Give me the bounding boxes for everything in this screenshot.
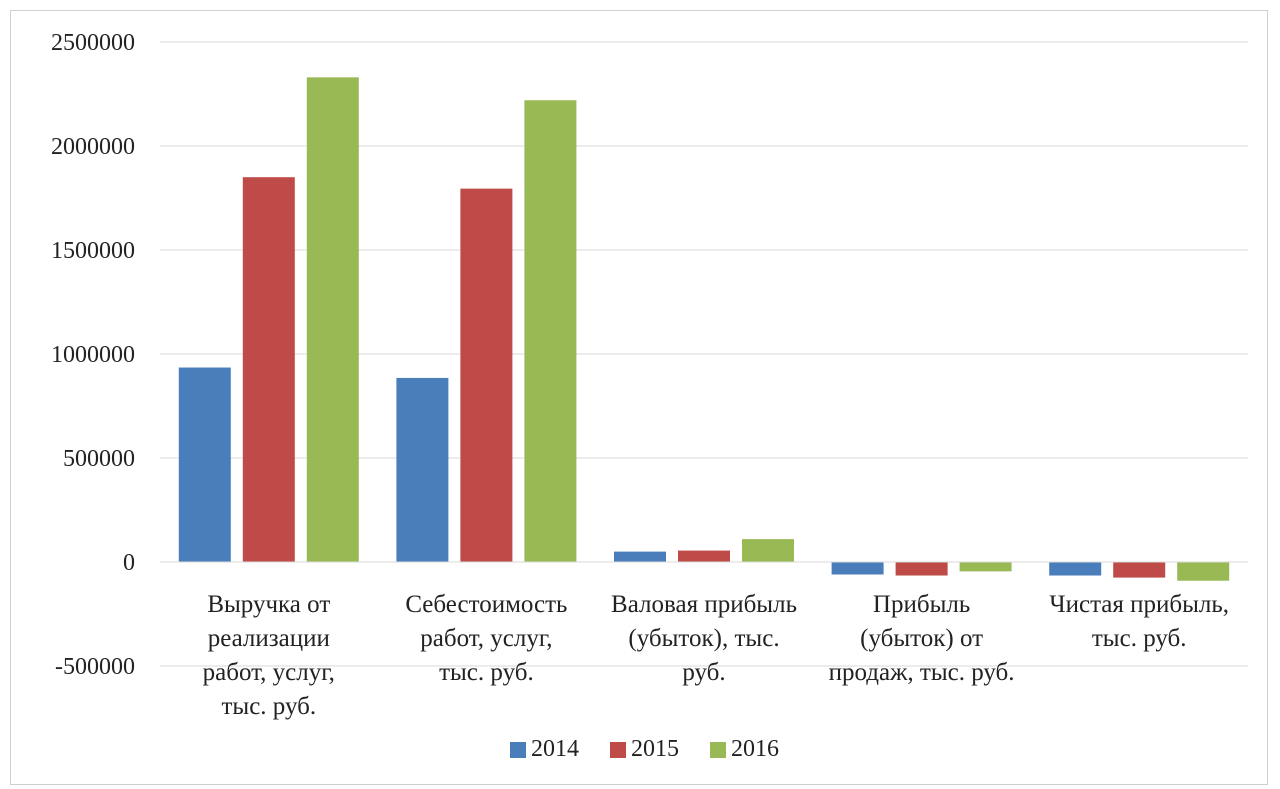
category-label-line: Прибыль <box>873 591 970 618</box>
category-label: Выручка от реализации работ, услуг, тыс. ру… <box>203 591 335 720</box>
category-label: Себестоимость работ, услуг, тыс. руб. <box>405 591 567 686</box>
category-label: Прибыль (убыток) от продаж, тыс. руб. <box>829 591 1015 686</box>
bar-2015-2 <box>678 550 730 562</box>
category-label-line: продаж, тыс. руб. <box>829 659 1015 686</box>
bar-2016-2 <box>742 539 794 562</box>
y-tick-label: 500000 <box>63 446 135 472</box>
bars <box>178 77 1230 581</box>
category-label-line: Себестоимость <box>405 591 567 618</box>
legend-label-2015: 2015 <box>631 736 679 762</box>
legend-label-2016: 2016 <box>731 736 779 762</box>
category-label-line: (убыток), тыс. <box>628 625 779 652</box>
bar-2014-4 <box>1049 562 1102 576</box>
x-axis-category-labels: Выручка от реализации работ, услуг, тыс. ру… <box>203 591 1229 720</box>
y-axis-tick-labels: -500000 0 500000 1000000 1500000 2000000 25000… <box>51 30 135 680</box>
category-label-line: реализации <box>208 625 330 652</box>
y-tick-label: 2500000 <box>51 30 135 56</box>
category-label: Чистая прибыль, тыс. руб. <box>1049 591 1229 652</box>
bar-2016-3 <box>959 562 1012 572</box>
category-label-line: тыс. руб. <box>439 659 534 686</box>
legend: 2014 2015 2016 <box>510 736 779 762</box>
category-label-line: Чистая прибыль, <box>1049 591 1229 618</box>
category-label-line: руб. <box>682 659 725 686</box>
category-label-line: Валовая прибыль <box>611 591 797 618</box>
bar-2016-4 <box>1177 562 1230 581</box>
bar-2014-1 <box>396 377 449 562</box>
bar-2015-0 <box>242 177 295 562</box>
category-label: Валовая прибыль (убыток), тыс. руб. <box>611 591 797 686</box>
legend-label-2014: 2014 <box>531 736 579 762</box>
bar-2014-3 <box>831 562 884 575</box>
y-tick-label: 1000000 <box>51 342 135 368</box>
legend-swatch-2014 <box>510 742 526 758</box>
bar-2014-0 <box>178 367 231 562</box>
legend-swatch-2015 <box>610 742 626 758</box>
bar-2016-1 <box>524 100 577 563</box>
bar-2015-3 <box>895 562 948 576</box>
y-tick-label: 1500000 <box>51 238 135 264</box>
category-label-line: работ, услуг, <box>203 659 335 686</box>
legend-swatch-2016 <box>710 742 726 758</box>
y-tick-label: 0 <box>123 550 135 576</box>
category-label-line: Выручка от <box>207 591 330 618</box>
bar-2016-0 <box>306 77 359 563</box>
category-label-line: (убыток) от <box>860 625 983 652</box>
y-tick-label: 2000000 <box>51 134 135 160</box>
bar-2015-1 <box>460 188 513 562</box>
category-label-line: тыс. руб. <box>221 693 316 720</box>
y-tick-label: -500000 <box>55 654 135 680</box>
bar-2014-2 <box>614 551 666 562</box>
category-label-line: тыс. руб. <box>1092 625 1187 652</box>
bar-2015-4 <box>1113 562 1166 578</box>
category-label-line: работ, услуг, <box>420 625 552 652</box>
